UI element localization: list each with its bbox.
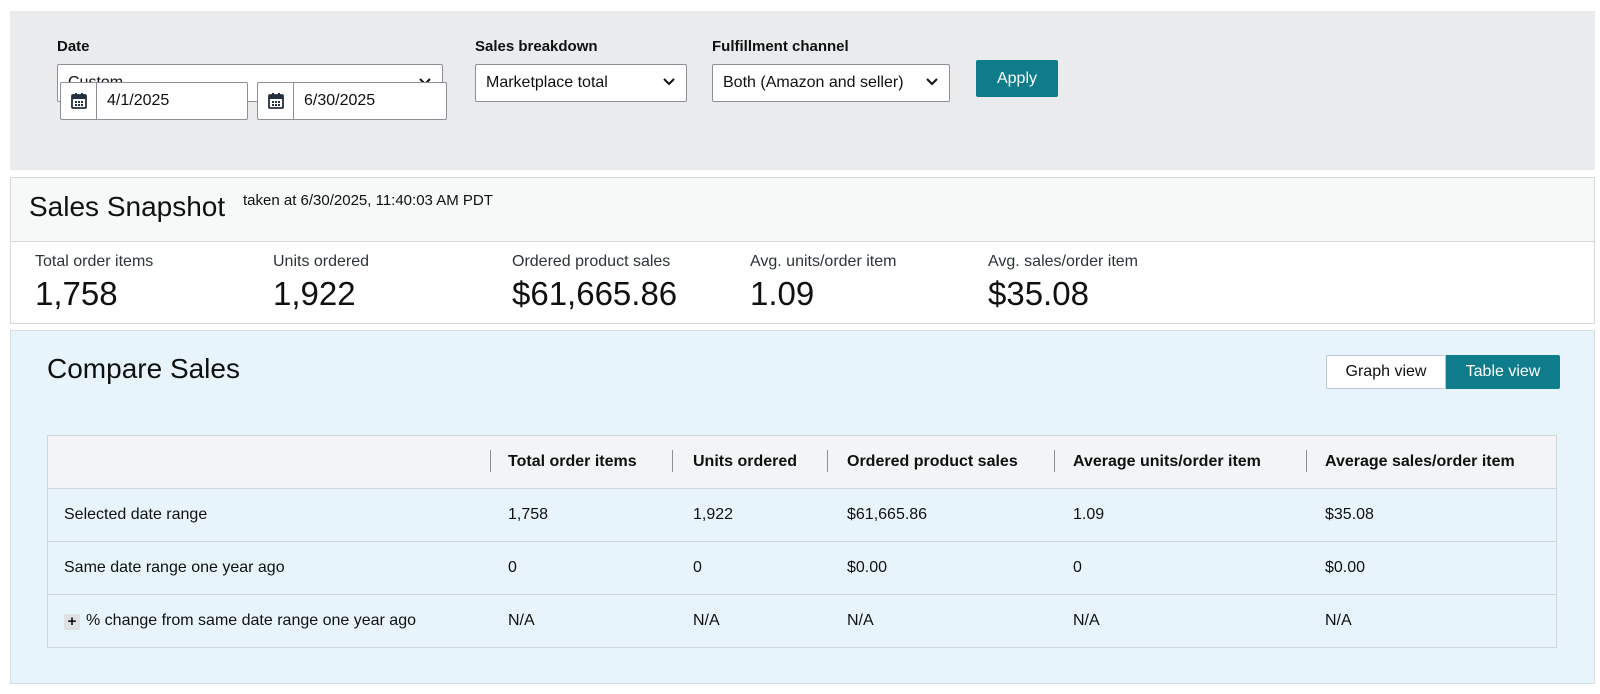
column-divider: [490, 450, 491, 472]
chevron-down-icon: [926, 78, 938, 86]
plus-icon[interactable]: +: [64, 614, 80, 630]
table-cell: 0: [508, 559, 517, 576]
sales-breakdown-group: Sales breakdown: [475, 37, 598, 57]
metric-label: Avg. sales/order item: [988, 253, 1138, 270]
metric-label: Total order items: [35, 253, 154, 270]
table-row: Selected date range 1,758 1,922 $61,665.…: [48, 488, 1556, 541]
fulfillment-channel-select[interactable]: Both (Amazon and seller): [712, 64, 950, 102]
snapshot-header: Sales Snapshot taken at 6/30/2025, 11:40…: [11, 178, 1594, 242]
table-cell: N/A: [847, 612, 874, 629]
metric-value: 1.09: [750, 275, 815, 312]
start-date-value: 4/1/2025: [107, 92, 170, 109]
table-cell: $0.00: [1325, 559, 1366, 576]
view-toggle: Graph view Table view: [1326, 355, 1560, 389]
metric-value: $61,665.86: [512, 275, 678, 312]
sales-breakdown-value: Marketplace total: [486, 74, 608, 91]
start-date-input[interactable]: 4/1/2025: [60, 82, 248, 120]
metric-avg-units-order-item: Avg. units/order item 1.09: [750, 252, 896, 314]
calendar-icon[interactable]: [61, 83, 97, 119]
sales-snapshot-panel: Sales Snapshot taken at 6/30/2025, 11:40…: [10, 177, 1595, 324]
row-label: Same date range one year ago: [64, 559, 285, 576]
table-cell: 0: [1073, 559, 1082, 576]
table-cell: N/A: [693, 612, 720, 629]
compare-sales-table: Total order items Units ordered Ordered …: [47, 435, 1557, 648]
metric-value: 1,922: [273, 275, 356, 312]
table-cell: 1.09: [1073, 506, 1105, 523]
column-divider: [1054, 450, 1055, 472]
metric-units-ordered: Units ordered 1,922: [273, 252, 369, 314]
table-cell: $61,665.86: [847, 506, 928, 523]
column-divider: [1306, 450, 1307, 472]
sales-breakdown-label: Sales breakdown: [475, 38, 598, 55]
column-divider: [827, 450, 828, 472]
column-divider: [672, 450, 673, 472]
metric-value: 1,758: [35, 275, 118, 312]
metric-value: $35.08: [988, 275, 1089, 312]
fulfillment-channel-group: Fulfillment channel: [712, 37, 849, 57]
table-cell: N/A: [1073, 612, 1100, 629]
metric-ordered-product-sales: Ordered product sales $61,665.86: [512, 252, 677, 314]
row-label: Selected date range: [64, 506, 208, 523]
compare-sales-title: Compare Sales: [47, 353, 240, 384]
row-label: % change from same date range one year a…: [86, 612, 416, 629]
calendar-icon[interactable]: [258, 83, 294, 119]
column-header-avg-units-order-item: Average units/order item: [1073, 453, 1261, 470]
metric-label: Ordered product sales: [512, 253, 671, 270]
table-cell: N/A: [508, 612, 535, 629]
date-filter-label: Date: [57, 37, 90, 57]
fulfillment-channel-value: Both (Amazon and seller): [723, 74, 904, 91]
end-date-value: 6/30/2025: [304, 92, 376, 109]
snapshot-title: Sales Snapshot: [29, 191, 226, 222]
table-row: Same date range one year ago 0 0 $0.00 0…: [48, 541, 1556, 594]
metric-label: Units ordered: [273, 253, 370, 270]
table-cell: 1,758: [508, 506, 549, 523]
sales-breakdown-select[interactable]: Marketplace total: [475, 64, 687, 102]
compare-sales-panel: Compare Sales Graph view Table view Tota…: [10, 330, 1595, 684]
filter-bar: Date Custom 4/1/2025 6/30/2025 Sales bre…: [10, 11, 1595, 170]
table-view-button[interactable]: Table view: [1446, 355, 1560, 389]
apply-button[interactable]: Apply: [976, 60, 1058, 97]
table-header-row: Total order items Units ordered Ordered …: [48, 436, 1556, 488]
table-cell: 0: [693, 559, 702, 576]
chevron-down-icon: [663, 78, 675, 86]
date-label: Date: [57, 38, 90, 55]
column-header-units-ordered: Units ordered: [693, 453, 798, 470]
column-header-total-order-items: Total order items: [508, 453, 637, 470]
table-cell: N/A: [1325, 612, 1352, 629]
metric-total-order-items: Total order items 1,758: [35, 252, 153, 314]
metric-label: Avg. units/order item: [750, 253, 897, 270]
table-cell: $0.00: [847, 559, 888, 576]
table-row: + % change from same date range one year …: [48, 594, 1556, 647]
column-header-avg-sales-order-item: Average sales/order item: [1325, 453, 1515, 470]
end-date-input[interactable]: 6/30/2025: [257, 82, 447, 120]
fulfillment-channel-label: Fulfillment channel: [712, 38, 849, 55]
graph-view-button[interactable]: Graph view: [1326, 355, 1446, 389]
metric-avg-sales-order-item: Avg. sales/order item $35.08: [988, 252, 1138, 314]
snapshot-timestamp: taken at 6/30/2025, 11:40:03 AM PDT: [243, 192, 493, 209]
column-header-ordered-product-sales: Ordered product sales: [847, 453, 1018, 470]
table-cell: $35.08: [1325, 506, 1374, 523]
table-cell: 1,922: [693, 506, 734, 523]
row-label-expandable: + % change from same date range one year …: [64, 595, 416, 647]
